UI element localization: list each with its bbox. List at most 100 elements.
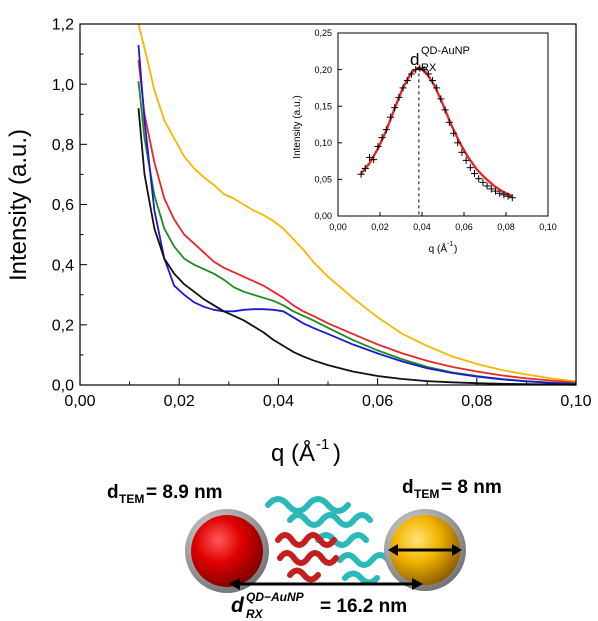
y-tick-label: 1,2 <box>52 17 74 34</box>
inset-data-point <box>454 139 462 147</box>
y-tick-label: 0,4 <box>52 257 74 274</box>
main-chart: 0,00 0,02 0,04 0,06 0,08 0,10 0,0 0,2 0,4 0,6 0,8… <box>5 17 592 467</box>
x-tick-label: 0,06 <box>455 222 473 232</box>
main-y-axis-label: Intensity (a.u.) <box>5 129 32 281</box>
inset-data-point <box>508 194 516 202</box>
inset-data-point <box>399 84 407 92</box>
inset-data-point <box>374 142 382 150</box>
distance-label-sub: RX <box>246 607 264 621</box>
inset-data-point <box>395 93 403 101</box>
distance-label-value: = 16.2 nm <box>320 596 407 617</box>
distance-label-sup: QD−AuNP <box>246 590 305 604</box>
y-tick-label: 0,20 <box>314 65 332 75</box>
inset-background <box>310 33 550 216</box>
inset-data-point <box>416 64 424 72</box>
inset-data-point <box>483 182 491 190</box>
inset-y-ticks: 0,00 0,05 0,10 0,15 0,20 0,25 <box>314 28 342 221</box>
right-diameter-label-sub: TEM <box>414 487 439 501</box>
main-y-ticks: 0,0 0,2 0,4 0,6 0,8 1,0 1,2 <box>52 17 87 395</box>
inset-data-point <box>441 106 449 114</box>
y-tick-label: 0,25 <box>314 28 332 38</box>
x-tick-label: 0,02 <box>164 393 195 410</box>
protein-structure <box>265 496 391 586</box>
right-diameter-label-value: = 8 nm <box>441 477 502 498</box>
x-tick-label: 0,06 <box>362 393 393 410</box>
series-line-4 <box>137 108 577 386</box>
y-tick-label: 0,00 <box>314 211 332 221</box>
inset-data-point <box>479 178 487 186</box>
inset-data-point <box>496 189 504 197</box>
inset-data-point <box>424 70 432 78</box>
y-tick-label: 0,0 <box>52 378 74 395</box>
inset-data-point <box>387 113 394 121</box>
main-x-axis-label: q (Å <box>271 439 315 467</box>
series-line-0 <box>137 23 577 383</box>
inset-data-point <box>450 129 457 137</box>
left-diameter-label-sub: TEM <box>119 492 144 506</box>
inset-data-point <box>487 185 495 193</box>
inset-x-axis-label-sup: -1 <box>447 241 453 248</box>
main-x-ticks: 0,00 0,02 0,04 0,06 0,08 0,10 <box>64 378 592 410</box>
right-diameter-label-main: d <box>402 477 414 498</box>
inset-data-point <box>420 66 428 74</box>
inset-data-point <box>492 187 499 195</box>
x-tick-label: 0,04 <box>263 393 294 410</box>
series-line-3 <box>137 45 577 385</box>
inset-data-point <box>382 126 390 134</box>
inset-data-point <box>370 156 378 164</box>
x-tick-label: 0,10 <box>560 393 591 410</box>
inset-chart: 0,00 0,02 0,04 0,06 0,08 0,10 0,00 0,05 0,10 0,1… <box>292 28 557 255</box>
x-tick-label: 0,08 <box>461 393 492 410</box>
inset-data-point <box>361 164 369 172</box>
inset-data-point <box>366 153 373 161</box>
nanoparticle-diagram: d TEM = 8.9 nm d TEM = 8 nm <box>107 477 502 621</box>
inset-annotation-main: d <box>410 50 419 69</box>
inset-x-axis-label: q (Å <box>429 242 448 255</box>
inset-data-point <box>445 118 453 126</box>
inset-x-axis-label-close: ) <box>454 244 457 255</box>
x-tick-label: 0,04 <box>413 222 431 232</box>
inset-data-point <box>391 104 399 112</box>
inset-data-point <box>403 77 411 85</box>
inset-data-point <box>357 170 365 178</box>
main-series-group <box>137 23 577 386</box>
inset-data-point <box>475 175 483 183</box>
center-distance-arrow <box>229 578 423 590</box>
inset-data-point <box>433 84 441 92</box>
inset-x-ticks: 0,00 0,02 0,04 0,06 0,08 0,10 <box>329 212 557 232</box>
inset-data-point <box>412 66 420 74</box>
inset-data-point <box>500 191 508 199</box>
x-tick-label: 0,00 <box>64 393 95 410</box>
left-diameter-label-main: d <box>107 482 119 503</box>
main-x-axis-label-sup: -1 <box>316 436 329 453</box>
inset-data-point <box>429 77 436 85</box>
inset-data-point <box>466 164 474 172</box>
inset-y-axis-label: Intensity (a.u.) <box>292 95 303 158</box>
inset-plot-frame <box>337 32 549 217</box>
x-tick-label: 0,10 <box>539 222 557 232</box>
x-tick-label: 0,02 <box>371 222 389 232</box>
x-tick-label: 0,00 <box>329 222 347 232</box>
inset-data-point <box>471 170 478 178</box>
inset-data-point <box>462 156 470 164</box>
y-tick-label: 0,2 <box>52 317 74 334</box>
y-tick-label: 0,6 <box>52 197 74 214</box>
right-diameter-arrow <box>388 544 462 556</box>
y-tick-label: 1,0 <box>52 77 74 94</box>
inset-annotation-sub: RX <box>421 62 437 74</box>
y-tick-label: 0,8 <box>52 137 74 154</box>
inset-data-point <box>437 95 445 103</box>
inset-data-point <box>458 148 466 156</box>
main-x-axis-label-close: ) <box>333 440 341 467</box>
x-tick-label: 0,08 <box>497 222 515 232</box>
y-tick-label: 0,15 <box>314 101 332 111</box>
series-line-1 <box>137 60 577 384</box>
inset-data-point <box>504 192 512 200</box>
inset-annotation-sup: QD-AuNP <box>421 45 470 57</box>
left-diameter-label-value: = 8.9 nm <box>146 482 223 503</box>
inset-series-group <box>357 64 516 216</box>
inset-data-point <box>408 70 415 78</box>
y-tick-label: 0,10 <box>314 138 332 148</box>
left-sphere-core <box>191 515 263 587</box>
